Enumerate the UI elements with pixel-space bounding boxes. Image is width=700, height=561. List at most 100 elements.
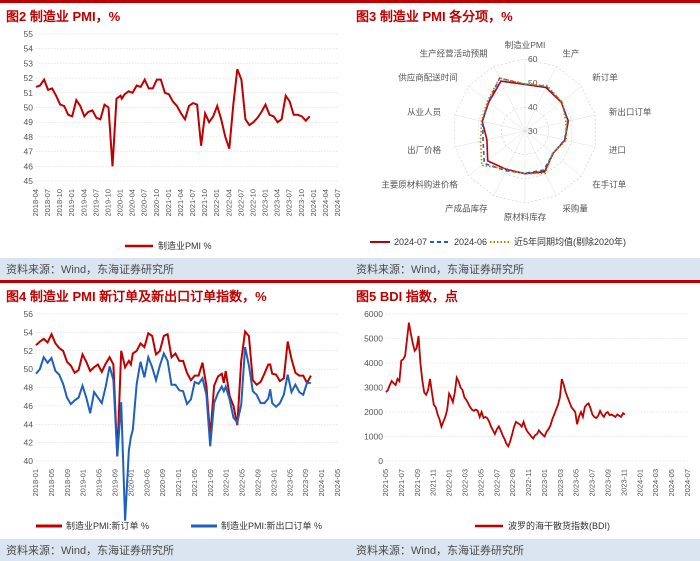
svg-text:2022-07: 2022-07 xyxy=(492,469,501,497)
svg-text:46: 46 xyxy=(24,401,34,411)
svg-text:2024-05: 2024-05 xyxy=(333,469,342,497)
svg-text:2021-01: 2021-01 xyxy=(174,469,183,497)
panel-chart5: 图5 BDI 指数，点 0100020003000400050006000202… xyxy=(350,280,700,561)
svg-text:2019-04: 2019-04 xyxy=(79,189,88,217)
svg-text:50: 50 xyxy=(24,364,34,374)
svg-text:44: 44 xyxy=(24,419,34,429)
svg-text:波罗的海干散货指数(BDI): 波罗的海干散货指数(BDI) xyxy=(508,520,610,531)
svg-text:1000: 1000 xyxy=(364,432,383,442)
svg-text:出厂价格: 出厂价格 xyxy=(407,145,442,155)
svg-text:2024-03: 2024-03 xyxy=(651,469,660,497)
svg-text:40: 40 xyxy=(24,456,34,466)
svg-text:2024-07: 2024-07 xyxy=(394,237,427,247)
svg-text:2024-04: 2024-04 xyxy=(321,189,330,217)
svg-text:2020-09: 2020-09 xyxy=(158,469,167,497)
svg-text:2023-01: 2023-01 xyxy=(540,469,549,497)
svg-text:2022-01: 2022-01 xyxy=(445,469,454,497)
svg-text:2023-03: 2023-03 xyxy=(556,469,565,497)
svg-text:2023-05: 2023-05 xyxy=(572,469,581,497)
svg-text:2020-01: 2020-01 xyxy=(116,189,125,217)
svg-text:2022-01: 2022-01 xyxy=(222,469,231,497)
svg-text:2019-09: 2019-09 xyxy=(110,469,119,497)
svg-text:2021-09: 2021-09 xyxy=(206,469,215,497)
chart5-title: 图5 BDI 指数，点 xyxy=(350,283,700,306)
svg-text:2024-01: 2024-01 xyxy=(309,189,318,217)
chart5-svg: 01000200030004000500060002021-052021-072… xyxy=(356,308,694,538)
svg-text:5000: 5000 xyxy=(364,334,383,344)
svg-text:2023-01: 2023-01 xyxy=(269,469,278,497)
chart2-source: 资料来源：Wind，东海证券研究所 xyxy=(0,258,350,280)
svg-text:2023-01: 2023-01 xyxy=(261,189,270,217)
svg-text:2020-05: 2020-05 xyxy=(142,469,151,497)
svg-text:产成品库存: 产成品库存 xyxy=(445,203,488,213)
svg-text:2022-09: 2022-09 xyxy=(254,469,263,497)
svg-text:55: 55 xyxy=(24,29,34,39)
svg-text:制造业PMI:新出口订单 %: 制造业PMI:新出口订单 % xyxy=(221,520,322,531)
svg-text:2018-07: 2018-07 xyxy=(43,189,52,217)
svg-text:2024-01: 2024-01 xyxy=(317,469,326,497)
svg-text:2021-07: 2021-07 xyxy=(188,189,197,217)
svg-text:2021-07: 2021-07 xyxy=(397,469,406,497)
panel-chart4: 图4 制造业 PMI 新订单及新出口订单指数，% 404244464850525… xyxy=(0,280,350,561)
chart3-source: 资料来源：Wind，东海证券研究所 xyxy=(350,258,700,280)
svg-text:制造业PMI %: 制造业PMI % xyxy=(158,240,212,251)
svg-text:进口: 进口 xyxy=(609,145,626,155)
svg-text:54: 54 xyxy=(24,327,34,337)
chart2-area: 45464748495051525354552018-042018-072018… xyxy=(0,26,350,258)
svg-text:52: 52 xyxy=(24,73,34,83)
svg-text:45: 45 xyxy=(24,176,34,186)
svg-text:原材料库存: 原材料库存 xyxy=(504,212,547,222)
svg-text:2021-11: 2021-11 xyxy=(429,469,438,496)
svg-text:2022-11: 2022-11 xyxy=(524,469,533,496)
chart3-title: 图3 制造业 PMI 各分项，% xyxy=(350,3,700,26)
svg-text:47: 47 xyxy=(24,147,34,157)
svg-text:制造业PMI: 制造业PMI xyxy=(505,40,546,50)
svg-text:2024-06: 2024-06 xyxy=(454,237,487,247)
svg-text:2019-05: 2019-05 xyxy=(95,469,104,497)
chart5-area: 01000200030004000500060002021-052021-072… xyxy=(350,306,700,539)
svg-text:从业人员: 从业人员 xyxy=(407,107,441,117)
svg-text:2023-04: 2023-04 xyxy=(273,189,282,217)
svg-text:2023-07: 2023-07 xyxy=(588,469,597,497)
svg-text:52: 52 xyxy=(24,346,34,356)
svg-text:2018-05: 2018-05 xyxy=(47,469,56,497)
svg-text:新订单: 新订单 xyxy=(592,72,618,82)
svg-text:56: 56 xyxy=(24,309,34,319)
svg-text:46: 46 xyxy=(24,161,34,171)
svg-text:采购量: 采购量 xyxy=(562,203,588,213)
svg-text:2019-10: 2019-10 xyxy=(103,189,112,217)
svg-text:2020-04: 2020-04 xyxy=(128,189,137,217)
svg-text:2024-07: 2024-07 xyxy=(683,469,692,497)
chart5-source: 资料来源：Wind，东海证券研究所 xyxy=(350,539,700,561)
svg-text:2022-01: 2022-01 xyxy=(212,189,221,217)
svg-text:2022-10: 2022-10 xyxy=(248,189,257,217)
svg-text:2022-07: 2022-07 xyxy=(236,189,245,217)
svg-text:2022-05: 2022-05 xyxy=(476,469,485,497)
svg-text:40: 40 xyxy=(528,102,538,112)
svg-text:2023-11: 2023-11 xyxy=(619,469,628,496)
svg-text:2022-05: 2022-05 xyxy=(238,469,247,497)
chart2-title: 图2 制造业 PMI，% xyxy=(0,3,350,26)
chart4-svg: 4042444648505254562018-012018-052018-092… xyxy=(6,308,344,538)
svg-text:2022-03: 2022-03 xyxy=(460,469,469,497)
chart4-source: 资料来源：Wind，东海证券研究所 xyxy=(0,539,350,561)
svg-text:2023-07: 2023-07 xyxy=(285,189,294,217)
svg-text:2021-01: 2021-01 xyxy=(164,189,173,217)
svg-text:4000: 4000 xyxy=(364,358,383,368)
svg-text:48: 48 xyxy=(24,132,34,142)
svg-text:2021-09: 2021-09 xyxy=(413,469,422,497)
svg-text:2021-05: 2021-05 xyxy=(190,469,199,497)
svg-text:新出口订单: 新出口订单 xyxy=(609,107,652,117)
svg-text:供应商配送时间: 供应商配送时间 xyxy=(398,72,458,82)
svg-text:2023-10: 2023-10 xyxy=(297,189,306,217)
svg-text:生产经营活动预期: 生产经营活动预期 xyxy=(420,49,488,59)
svg-text:54: 54 xyxy=(24,44,34,54)
svg-text:2022-09: 2022-09 xyxy=(508,469,517,497)
svg-text:0: 0 xyxy=(378,456,383,466)
svg-text:在手订单: 在手订单 xyxy=(592,180,627,190)
chart3-area: 30405060制造业PMI生产新订单新出口订单进口在手订单采购量原材料库存产成… xyxy=(350,26,700,258)
svg-text:53: 53 xyxy=(24,58,34,68)
svg-text:近5年同期均值(剔除2020年): 近5年同期均值(剔除2020年) xyxy=(514,236,626,247)
svg-text:2019-01: 2019-01 xyxy=(79,469,88,497)
svg-text:2018-09: 2018-09 xyxy=(63,469,72,497)
